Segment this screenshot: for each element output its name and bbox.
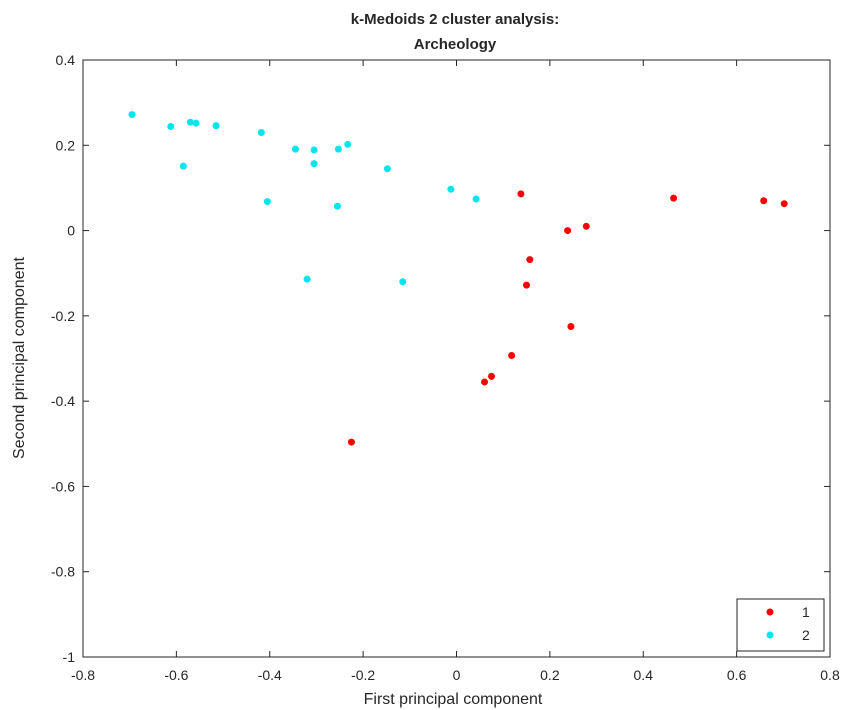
data-point-series-1 [564, 227, 572, 235]
data-point-series-2 [212, 122, 220, 130]
data-point-series-1 [347, 438, 355, 446]
y-tick-label: -0.4 [51, 393, 75, 409]
data-point-series-1 [582, 222, 590, 230]
x-tick-label: 0.2 [540, 667, 560, 683]
chart-title-line-2: Archeology [414, 36, 497, 53]
data-point-series-1 [508, 352, 516, 360]
x-tick-label: 0 [453, 667, 461, 683]
y-axis: 0.4 0.2 0 -0.2 -0.4 -0.6 -0.8 -1 [51, 52, 830, 665]
x-tick-label: -0.2 [351, 667, 375, 683]
x-tick-label: -0.6 [164, 667, 188, 683]
data-point-series-1 [481, 378, 489, 386]
data-point-series-1 [567, 323, 575, 331]
data-point-series-2 [179, 162, 187, 170]
x-axis-label: First principal component [364, 691, 543, 708]
data-point-series-2 [310, 160, 318, 168]
data-point-series-2 [334, 145, 342, 153]
data-point-series-2 [383, 165, 391, 173]
data-point-series-1 [780, 200, 788, 208]
legend-label-1: 1 [802, 604, 810, 620]
legend-box [736, 598, 825, 652]
data-point-series-1 [523, 281, 531, 289]
data-point-series-1 [517, 190, 525, 198]
data-point-series-2 [472, 195, 480, 203]
data-point-series-1 [526, 256, 534, 264]
y-tick-label: 0.2 [56, 137, 76, 153]
data-point-series-2 [263, 198, 271, 206]
y-tick-label: -1 [63, 649, 76, 665]
data-point-series-1 [670, 194, 678, 202]
y-tick-label: -0.2 [51, 308, 75, 324]
x-axis: -0.8 -0.6 -0.4 -0.2 0 0.2 0.4 0.6 0.8 [71, 60, 840, 683]
data-point-series-2 [344, 140, 352, 148]
data-point-series-2 [167, 123, 175, 131]
legend-marker-2 [766, 631, 774, 639]
data-point-series-2 [447, 185, 455, 193]
legend: 1 2 [736, 598, 825, 652]
data-point-series-2 [303, 275, 311, 283]
x-tick-label: -0.8 [71, 667, 95, 683]
y-tick-label: -0.6 [51, 478, 75, 494]
y-axis-label: Second principal component [11, 256, 28, 458]
data-point-series-2 [399, 278, 407, 286]
data-point-series-2 [192, 119, 200, 127]
x-tick-label: 0.6 [727, 667, 747, 683]
data-point-series-2 [186, 118, 194, 126]
data-point-series-1 [488, 372, 496, 380]
legend-label-2: 2 [802, 627, 810, 643]
data-point-series-1 [760, 197, 768, 205]
x-tick-label: 0.8 [820, 667, 840, 683]
x-tick-label: 0.4 [634, 667, 654, 683]
plot-area [82, 59, 831, 658]
data-point-series-2 [333, 202, 341, 210]
y-tick-label: 0 [67, 223, 75, 239]
data-point-series-2 [257, 128, 265, 136]
data-points [128, 111, 788, 446]
data-point-series-2 [310, 146, 318, 154]
y-tick-label: -0.8 [51, 564, 75, 580]
data-point-series-2 [291, 145, 299, 153]
y-tick-label: 0.4 [56, 52, 76, 68]
legend-marker-1 [766, 608, 774, 616]
data-point-series-2 [128, 111, 136, 119]
chart-title-line-1: k-Medoids 2 cluster analysis: [351, 11, 559, 28]
x-tick-label: -0.4 [258, 667, 282, 683]
